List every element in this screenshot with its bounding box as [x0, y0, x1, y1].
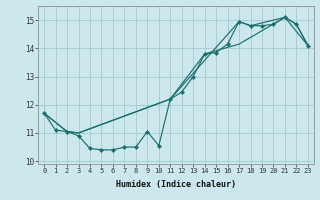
- X-axis label: Humidex (Indice chaleur): Humidex (Indice chaleur): [116, 180, 236, 189]
